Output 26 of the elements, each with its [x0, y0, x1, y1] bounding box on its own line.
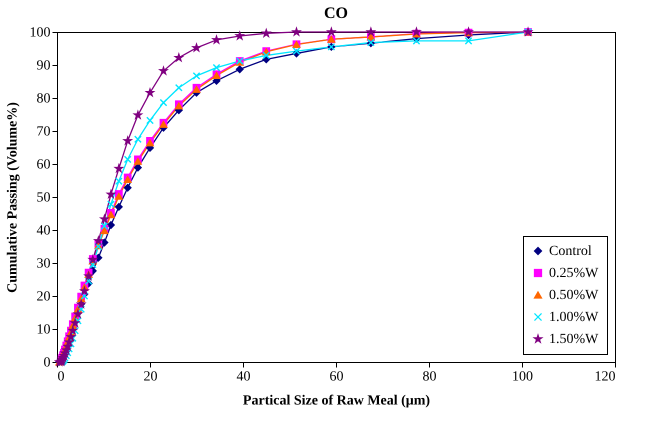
x-tick-label: 120 — [594, 370, 616, 384]
legend-label: 1.50%W — [549, 332, 600, 347]
legend-label: 0.50%W — [549, 288, 600, 303]
legend-label: 1.00%W — [549, 310, 600, 325]
y-tick-label: 60 — [36, 158, 50, 172]
x-tick-label: 20 — [144, 370, 158, 384]
x-axis-title: Partical Size of Raw Meal (μm) — [242, 394, 430, 408]
y-tick-label: 100 — [30, 26, 50, 40]
chart-title: CO — [324, 5, 348, 22]
x-tick-label: 40 — [236, 370, 250, 384]
y-tick-label: 90 — [36, 58, 50, 74]
legend-label: 0.25%W — [549, 266, 600, 281]
y-axis-title: Cumulative Passing (Volume%) — [6, 102, 20, 293]
y-tick-label: 70 — [36, 124, 50, 140]
y-tick-label: 20 — [36, 290, 50, 304]
y-tick-label: 80 — [36, 92, 50, 106]
x-tick-label: 60 — [330, 370, 344, 384]
x-tick-label: 80 — [422, 370, 436, 384]
x-tick-label: 0 — [58, 370, 64, 384]
y-tick-label: 50 — [36, 190, 50, 206]
y-tick-label: 40 — [36, 224, 50, 238]
x-tick-label: 100 — [512, 370, 533, 384]
y-tick-label: 0 — [44, 356, 50, 370]
y-tick-label: 10 — [36, 322, 50, 338]
y-tick-label: 30 — [36, 256, 50, 272]
legend-label: Control — [549, 244, 592, 259]
